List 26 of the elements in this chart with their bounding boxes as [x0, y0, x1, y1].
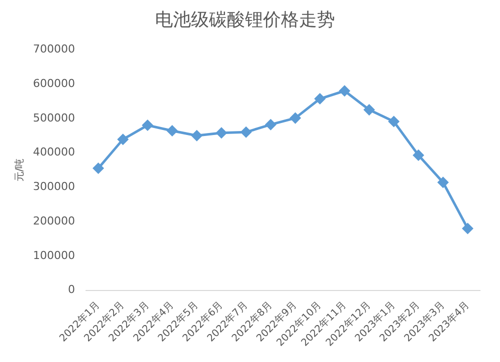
point [339, 86, 350, 96]
point [388, 116, 400, 127]
y-tick-label: 100000 [32, 248, 75, 262]
point [240, 126, 252, 138]
y-tick-label: 0 [68, 283, 75, 296]
point [166, 126, 178, 136]
point [314, 94, 326, 104]
y-tick-label: 500000 [32, 111, 75, 124]
point [118, 134, 128, 145]
point [93, 163, 104, 174]
point [192, 130, 202, 141]
point [462, 223, 473, 234]
point [413, 150, 424, 160]
point [142, 120, 153, 131]
y-tick-label: 400000 [32, 146, 75, 159]
point [364, 104, 374, 116]
point [438, 177, 448, 188]
y-tick-label: 300000 [32, 180, 75, 194]
point [265, 119, 276, 130]
point [290, 112, 301, 124]
y-tick-label: 700000 [32, 42, 75, 56]
chart-title: 电池级碳酸锂价格走势 [155, 9, 335, 30]
y-axis-title: 元/吨 [14, 158, 26, 182]
y-tick-label: 200000 [32, 214, 75, 228]
y-tick-label: 600000 [32, 76, 75, 90]
point [216, 128, 227, 138]
